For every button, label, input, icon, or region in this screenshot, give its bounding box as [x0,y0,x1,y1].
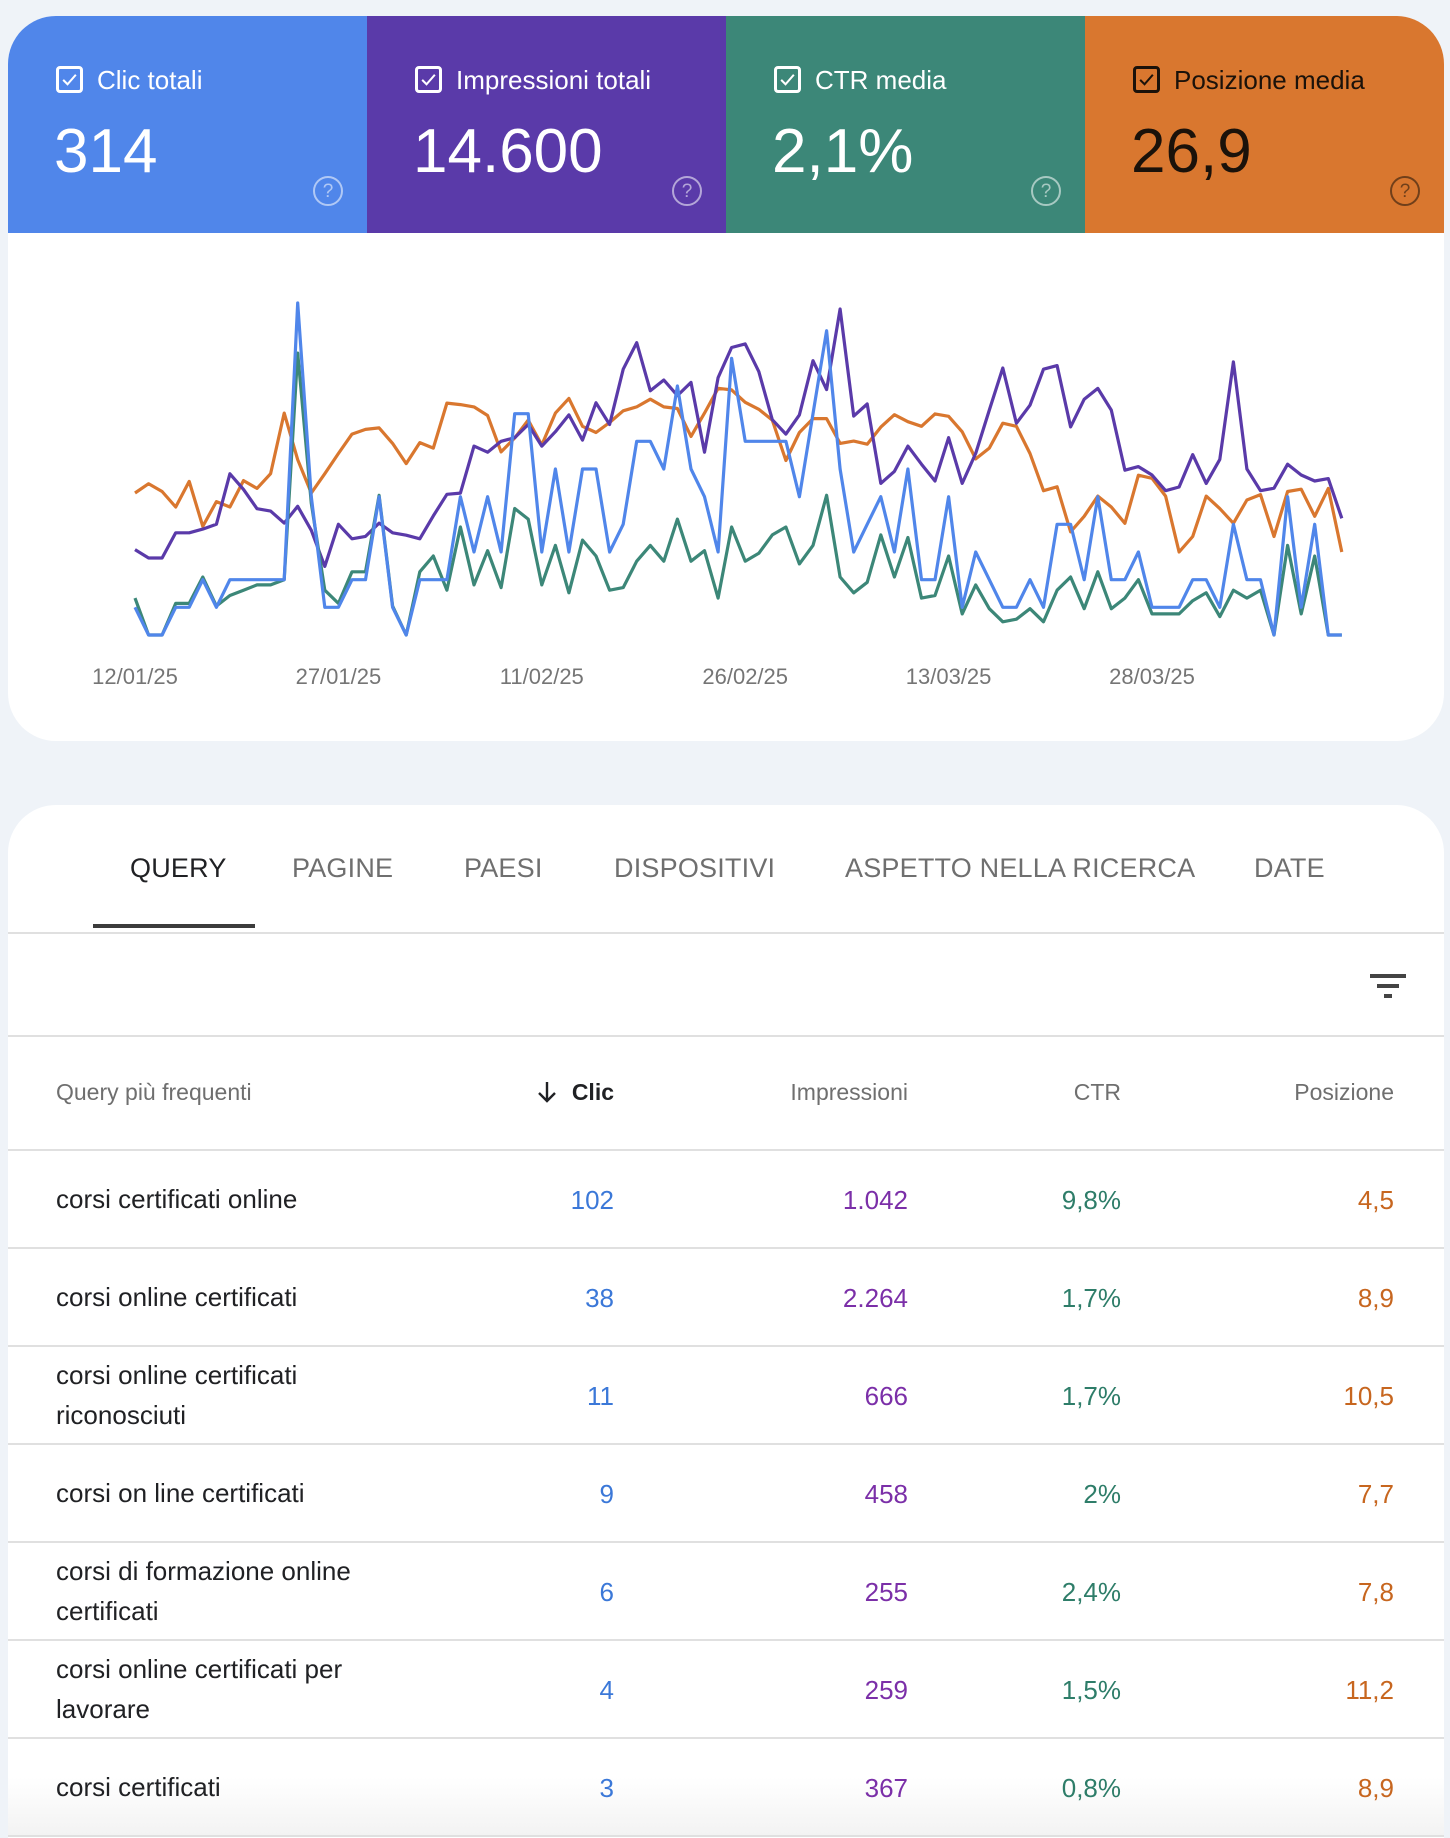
cell-position: 7,8 [1357,1577,1394,1607]
metric-label: Posizione media [1174,65,1365,95]
filter-list-icon [1370,974,1406,998]
metric-value: 314 [54,117,158,186]
tab-aspetto-nella-ricerca[interactable]: ASPETTO NELLA RICERCA [845,853,1196,883]
help-circle-icon[interactable]: ? [1031,176,1061,206]
tab-pagine[interactable]: PAGINE [292,853,394,883]
cell-ctr: 1,7% [1061,1381,1121,1411]
cell-query: corsi on line certificati [56,1478,305,1508]
metric-label: Clic totali [97,65,203,95]
cell-impressions: 367 [864,1773,908,1803]
x-tick-label: 12/01/25 [92,664,178,689]
cell-ctr: 9,8% [1061,1185,1121,1215]
metric-label: CTR media [815,65,947,95]
series-layer [133,301,1344,637]
column-header-clicks-label: Clic [571,1079,614,1105]
table-header: Query più frequenti Clic Impressioni CTR… [8,1037,1444,1151]
cell-ctr: 2,4% [1061,1577,1121,1607]
sort-descending-arrow-icon [537,1082,556,1103]
checkbox-checked-icon[interactable] [415,66,442,93]
table-row[interactable]: corsi on line certificati 9 458 2% 7,7 [8,1445,1444,1543]
x-tick-label: 11/02/25 [500,664,584,689]
x-tick-label: 26/02/25 [702,664,788,689]
cell-ctr: 1,7% [1061,1283,1121,1313]
metric-value: 26,9 [1131,117,1252,186]
help-circle-icon[interactable]: ? [672,176,702,206]
cell-ctr: 0,8% [1061,1773,1121,1803]
cell-impressions: 666 [864,1381,908,1411]
cell-ctr: 1,5% [1061,1675,1121,1705]
series-line-ctr[interactable] [133,351,1342,637]
cell-impressions: 1.042 [842,1185,908,1215]
cell-impressions: 259 [864,1675,908,1705]
help-circle-icon[interactable]: ? [1390,176,1420,206]
metric-tiles: Clic totali 314 ? Impressioni totali 14.… [8,16,1444,233]
cell-query: corsi online certificati [56,1282,298,1312]
metric-tile-impressions[interactable]: Impressioni totali 14.600 ? [367,16,726,233]
cell-impressions: 2.264 [842,1283,908,1313]
metric-tile-ctr[interactable]: CTR media 2,1% ? [726,16,1085,233]
checkbox-checked-icon[interactable] [56,66,83,93]
queries-table-card: QUERY PAGINE PAESI DISPOSITIVI ASPETTO N… [8,805,1444,1838]
cell-position: 8,9 [1357,1283,1394,1313]
column-header-position[interactable]: Posizione [1294,1079,1394,1105]
cell-query: corsi online certificati riconosciuti [56,1360,298,1430]
column-header-impressions[interactable]: Impressioni [790,1079,908,1105]
cell-ctr: 2% [1083,1479,1121,1509]
cell-clicks: 102 [570,1185,614,1215]
cell-position: 11,2 [1345,1675,1394,1705]
x-axis-ticks: 12/01/25 27/01/25 11/02/25 26/02/25 13/03/25… [92,664,1195,689]
cell-position: 8,9 [1357,1773,1394,1803]
tab-paesi[interactable]: PAESI [464,853,543,883]
cell-impressions: 255 [864,1577,908,1607]
column-header-query[interactable]: Query più frequenti [56,1079,252,1105]
help-circle-icon[interactable]: ? [313,176,343,206]
filter-button[interactable] [1364,962,1412,1010]
table-row[interactable]: corsi certificati online 102 1.042 9,8% … [8,1151,1444,1249]
x-tick-label: 28/03/25 [1109,664,1195,689]
table-row[interactable]: corsi di formazione online certificati 6… [8,1543,1444,1641]
active-tab-indicator [93,924,255,928]
x-tick-label: 27/01/25 [296,664,382,689]
dimension-tabs: QUERY PAGINE PAESI DISPOSITIVI ASPETTO N… [8,805,1444,934]
cell-clicks: 9 [599,1479,614,1509]
table-row[interactable]: corsi online certificati 38 2.264 1,7% 8… [8,1249,1444,1347]
cell-clicks: 3 [599,1773,614,1803]
metric-tile-position[interactable]: Posizione media 26,9 ? [1085,16,1444,233]
metric-tile-clicks[interactable]: Clic totali 314 ? [8,16,367,233]
column-header-ctr[interactable]: CTR [1073,1079,1121,1105]
cell-position: 4,5 [1357,1185,1394,1215]
cell-position: 10,5 [1343,1381,1394,1411]
column-header-clicks[interactable]: Clic [536,1077,614,1107]
table-row[interactable]: corsi online certificati per lavorare 4 … [8,1641,1444,1739]
tab-date[interactable]: DATE [1254,853,1325,883]
tab-query[interactable]: QUERY [130,853,227,883]
cell-position: 7,7 [1357,1479,1394,1509]
performance-card: Clic totali 314 ? Impressioni totali 14.… [8,16,1444,741]
metric-value: 2,1% [772,117,914,186]
cell-query: corsi certificati [56,1772,221,1802]
cell-query: corsi di formazione online certificati [56,1556,351,1626]
series-line-clicks[interactable] [133,301,1342,637]
cell-impressions: 458 [864,1479,908,1509]
performance-chart[interactable]: 12/01/25 27/01/25 11/02/25 26/02/25 13/03/25… [8,233,1444,741]
cell-clicks: 6 [599,1577,614,1607]
table-row[interactable]: corsi certificati 3 367 0,8% 8,9 [8,1739,1444,1837]
cell-clicks: 4 [599,1675,614,1705]
tab-dispositivi[interactable]: DISPOSITIVI [614,853,776,883]
cell-clicks: 11 [587,1381,614,1411]
x-tick-label: 13/03/25 [906,664,992,689]
checkbox-checked-icon[interactable] [774,66,801,93]
table-body: corsi certificati online 102 1.042 9,8% … [8,1151,1444,1837]
metric-label: Impressioni totali [456,65,652,95]
metric-value: 14.600 [413,117,603,186]
cell-query: corsi online certificati per lavorare [56,1654,343,1724]
cell-query: corsi certificati online [56,1184,298,1214]
table-row[interactable]: corsi online certificati riconosciuti 11… [8,1347,1444,1445]
cell-clicks: 38 [585,1283,614,1313]
line-chart[interactable]: 12/01/25 27/01/25 11/02/25 26/02/25 13/03/25… [8,233,1444,741]
series-line-impressions[interactable] [134,307,1344,568]
checkbox-checked-icon[interactable] [1133,66,1160,93]
table-toolbar [8,934,1444,1037]
